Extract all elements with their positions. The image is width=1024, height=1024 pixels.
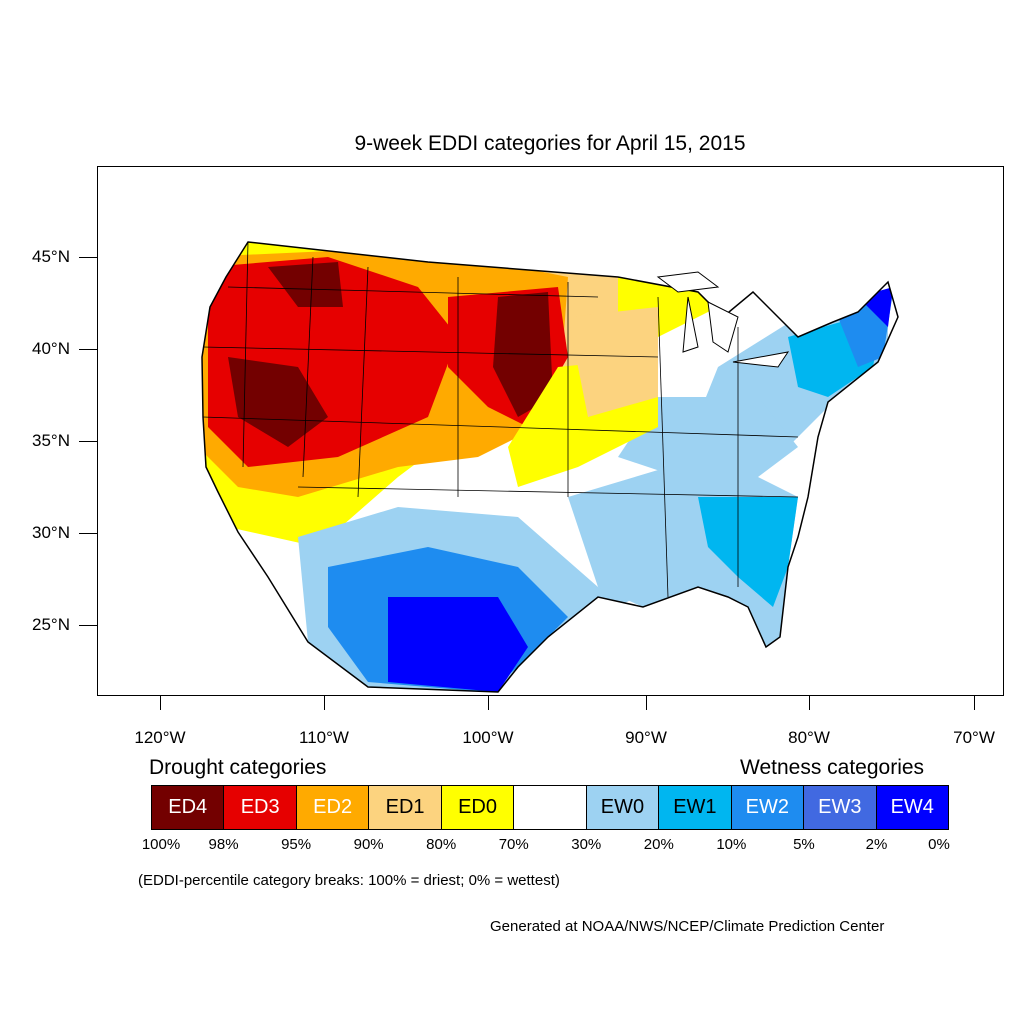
legend-cell-ew4: EW4 xyxy=(876,786,948,829)
legend-cell-ed3: ED3 xyxy=(224,786,297,829)
percent-break-label: 95% xyxy=(281,836,312,853)
percent-break-label: 0% xyxy=(928,836,950,853)
legend-cell-ew3: EW3 xyxy=(804,786,877,829)
lat-label-30: 30°N xyxy=(32,523,70,542)
percent-break-label: 70% xyxy=(498,836,529,853)
percent-break-label: 80% xyxy=(426,836,457,853)
percent-break-label: 100% xyxy=(141,836,181,853)
lat-tick xyxy=(79,625,97,626)
legend-cell-ed4: ED4 xyxy=(152,786,225,829)
legend-cell-ew1: EW1 xyxy=(659,786,732,829)
percent-break-label: 10% xyxy=(716,836,747,853)
legend-cell-normal xyxy=(514,786,587,829)
lon-label-120: 120°W xyxy=(134,728,186,747)
legend-cell-ed1: ED1 xyxy=(369,786,442,829)
map-title: 9-week EDDI categories for April 15, 201… xyxy=(354,132,746,155)
lat-tick xyxy=(79,533,97,534)
percent-break-label: 98% xyxy=(208,836,239,853)
percent-break-label: 5% xyxy=(793,836,815,853)
lon-label-100: 100°W xyxy=(462,728,514,747)
lon-tick xyxy=(160,696,161,710)
lon-label-110: 110°W xyxy=(299,728,349,747)
wetness-heading: Wetness categories xyxy=(740,756,925,779)
percent-break-label: 2% xyxy=(865,836,888,853)
lon-tick xyxy=(809,696,810,710)
legend-cell-ed2: ED2 xyxy=(296,786,370,829)
category-note: (EDDI-percentile category breaks: 100% =… xyxy=(138,872,560,889)
legend-cell-ew2: EW2 xyxy=(731,786,805,829)
lat-tick xyxy=(79,257,97,258)
percent-break-label: 90% xyxy=(353,836,384,853)
lon-tick xyxy=(488,696,489,710)
legend-cell-ew0: EW0 xyxy=(586,786,660,829)
percent-break-label: 30% xyxy=(571,836,602,853)
lon-tick xyxy=(974,696,975,710)
lon-label-70: 70°W xyxy=(953,728,995,747)
lon-label-90: 90°W xyxy=(625,728,667,747)
lat-label-25: 25°N xyxy=(32,615,70,634)
lat-tick xyxy=(79,349,97,350)
eddi-map xyxy=(97,166,1004,696)
lat-label-35: 35°N xyxy=(32,431,70,450)
lon-tick xyxy=(646,696,647,710)
credit-text: Generated at NOAA/NWS/NCEP/Climate Predi… xyxy=(490,918,885,935)
lat-label-45: 45°N xyxy=(32,247,70,266)
lat-label-40: 40°N xyxy=(32,339,70,358)
lon-label-80: 80°W xyxy=(788,728,830,747)
conus-map-graphic xyxy=(201,241,899,693)
percent-break-label: 20% xyxy=(643,836,674,853)
legend-cell-ed0: ED0 xyxy=(441,786,515,829)
lon-tick xyxy=(324,696,325,710)
lat-tick xyxy=(79,441,97,442)
drought-heading: Drought categories xyxy=(149,756,327,779)
category-legend: ED4 ED3 ED2 ED1 ED0 EW0 EW1 EW2 EW3 EW4 xyxy=(151,785,949,830)
